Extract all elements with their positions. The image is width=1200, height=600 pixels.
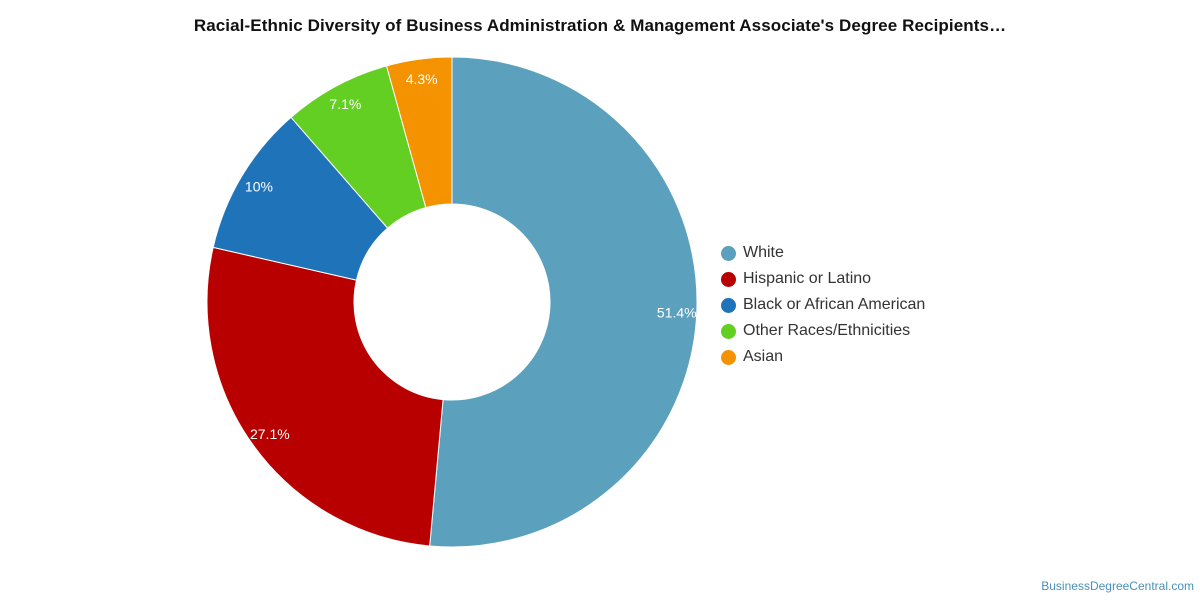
legend-label: White bbox=[743, 244, 784, 261]
legend-swatch bbox=[721, 297, 736, 313]
slice-white[interactable] bbox=[429, 56, 698, 548]
chart-legend: White Hispanic or Latino Black or African … bbox=[721, 240, 925, 370]
slice-label-hispanic-or-latino: 27.1% bbox=[250, 426, 290, 442]
slice-label-other-races-ethnicities: 7.1% bbox=[329, 96, 361, 112]
legend-item-black-or-african-american[interactable]: Black or African American bbox=[721, 292, 925, 318]
legend-item-hispanic-or-latino[interactable]: Hispanic or Latino bbox=[721, 266, 925, 292]
slice-label-white: 51.4% bbox=[657, 304, 697, 320]
legend-swatch bbox=[721, 323, 736, 339]
slice-hispanic-or-latino[interactable] bbox=[206, 246, 444, 547]
legend-swatch bbox=[721, 245, 736, 261]
legend-item-other-races-ethnicities[interactable]: Other Races/Ethnicities bbox=[721, 318, 925, 344]
legend-label: Black or African American bbox=[743, 296, 926, 313]
legend-label: Hispanic or Latino bbox=[743, 270, 872, 287]
slice-label-black-or-african-american: 10% bbox=[245, 178, 273, 194]
chart-title: Racial-Ethnic Diversity of Business Admi… bbox=[193, 16, 1007, 35]
legend-label: Asian bbox=[743, 348, 784, 365]
slice-asian[interactable] bbox=[385, 56, 453, 209]
legend-item-white[interactable]: White bbox=[721, 240, 925, 266]
slice-label-asian: 4.3% bbox=[406, 71, 438, 87]
source-credit[interactable]: BusinessDegreeCentral.com bbox=[1041, 579, 1194, 593]
legend-item-asian[interactable]: Asian bbox=[721, 344, 925, 370]
legend-swatch bbox=[721, 349, 736, 365]
legend-swatch bbox=[721, 271, 736, 287]
legend-label: Other Races/Ethnicities bbox=[743, 322, 911, 339]
